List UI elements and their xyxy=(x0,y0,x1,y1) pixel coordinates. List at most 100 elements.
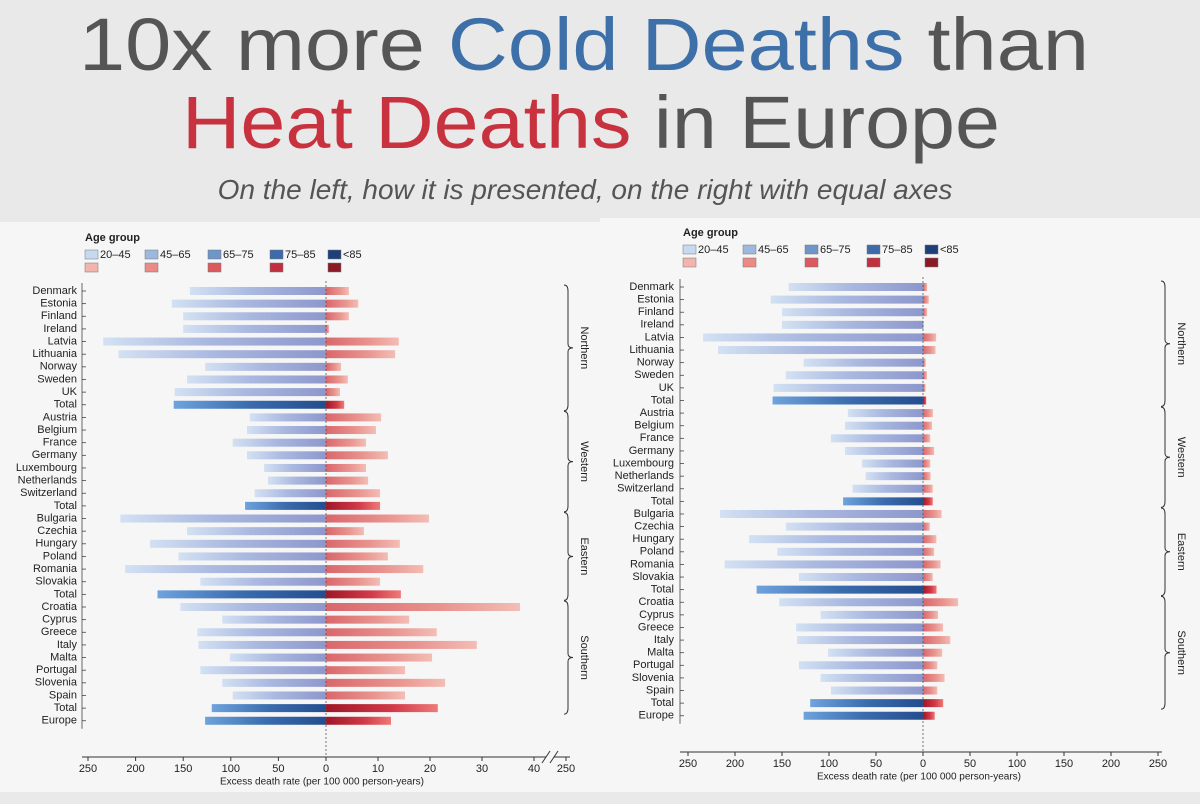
group-bracket xyxy=(563,512,574,601)
cold-bar xyxy=(174,388,326,397)
x-tick-label: 30 xyxy=(476,763,488,775)
legend-swatch-cold xyxy=(866,244,881,255)
cold-bar xyxy=(198,640,326,649)
cold-bar xyxy=(820,673,923,682)
title-line-2: Heat Deaths in Europe xyxy=(182,81,1000,164)
heat-bar xyxy=(923,648,943,657)
cold-bar xyxy=(796,623,923,632)
cold-bar xyxy=(810,699,923,708)
legend-swatch-cold xyxy=(742,244,757,255)
heat-bar xyxy=(923,358,926,367)
heat-bar xyxy=(326,362,342,371)
x-tick-label: 150 xyxy=(773,758,791,770)
cold-bar xyxy=(187,375,326,384)
heat-bar xyxy=(923,673,945,682)
cold-bar xyxy=(861,459,923,468)
category-label: Switzerland xyxy=(20,487,77,499)
x-tick-label: 50 xyxy=(870,758,882,770)
x-axis-label: Excess death rate (per 100 000 person-ye… xyxy=(817,772,1021,783)
category-label: Cyprus xyxy=(42,614,77,626)
heat-bar xyxy=(326,691,406,700)
heat-bar xyxy=(326,312,349,321)
category-label: Cyprus xyxy=(639,609,674,621)
group-bracket xyxy=(563,284,574,412)
cold-bar xyxy=(803,358,923,367)
legend-label: 20–45 xyxy=(698,244,729,256)
category-label: Romania xyxy=(33,563,78,575)
heat-bar xyxy=(923,484,933,493)
category-label: Romania xyxy=(630,558,675,570)
heat-bar xyxy=(326,337,399,346)
legend-swatch-heat xyxy=(269,262,284,273)
x-axis-label: Excess death rate (per 100 000 person-ye… xyxy=(220,777,424,788)
cold-bar xyxy=(120,514,326,523)
cold-bar xyxy=(267,476,326,485)
cold-bar xyxy=(200,666,326,675)
category-label: Portugal xyxy=(633,659,674,671)
heat-bar xyxy=(923,585,937,594)
group-label: Eastern xyxy=(578,537,590,575)
group-label: Northern xyxy=(578,326,590,369)
heat-bar xyxy=(923,383,926,392)
cold-bar xyxy=(782,320,923,329)
heat-bar xyxy=(923,283,928,291)
heat-bar xyxy=(326,653,433,662)
cold-bar xyxy=(777,547,923,556)
category-label: Netherlands xyxy=(18,475,78,487)
legend-swatch-heat xyxy=(144,262,159,273)
heat-bar xyxy=(923,409,933,418)
cold-bar xyxy=(205,716,326,725)
heat-bar xyxy=(923,547,935,556)
group-bracket xyxy=(563,410,574,513)
group-label: Western xyxy=(578,441,590,482)
cold-bar xyxy=(703,333,923,342)
heat-bar xyxy=(923,699,944,708)
cold-bar xyxy=(245,501,326,510)
category-label: Germany xyxy=(629,445,675,457)
x-tick-label: 0 xyxy=(920,758,926,770)
heat-bar xyxy=(326,400,345,409)
cold-bar xyxy=(246,451,326,460)
heat-bar xyxy=(923,610,939,619)
x-tick-label: 250 xyxy=(557,763,575,775)
cold-bar xyxy=(847,409,923,418)
category-label: Croatia xyxy=(639,596,675,608)
heat-bar xyxy=(326,552,388,561)
category-label: Malta xyxy=(50,651,78,663)
heat-bar xyxy=(326,476,369,485)
group-bracket xyxy=(1160,507,1171,597)
heat-bar xyxy=(923,333,937,342)
cold-bar xyxy=(222,678,326,687)
heat-bar xyxy=(326,565,424,574)
category-label: Czechia xyxy=(634,520,675,532)
legend-swatch-heat xyxy=(682,257,697,268)
cold-bar xyxy=(222,615,326,624)
category-label: Finland xyxy=(41,310,77,322)
cold-bar xyxy=(843,497,923,506)
category-label: Slovakia xyxy=(632,571,674,583)
cold-bar xyxy=(782,308,923,317)
category-label: Croatia xyxy=(42,601,78,613)
category-label: Luxembourg xyxy=(613,457,674,469)
title-part: 10x more xyxy=(79,3,448,86)
category-label: Italy xyxy=(57,639,78,651)
cold-bar xyxy=(724,560,923,569)
heat-bar xyxy=(923,346,936,355)
legend-swatch-cold xyxy=(84,249,99,260)
cold-bar xyxy=(772,396,923,405)
heat-bar xyxy=(326,287,349,295)
cold-bar xyxy=(749,535,923,544)
category-label: Spain xyxy=(646,684,674,696)
legend-label: 75–85 xyxy=(285,249,316,261)
cold-bar xyxy=(770,295,923,304)
cold-bar xyxy=(232,691,326,700)
category-label: France xyxy=(640,432,674,444)
group-label: Western xyxy=(1175,437,1187,478)
heat-bar xyxy=(326,413,382,422)
cold-bar xyxy=(785,522,923,531)
category-label: Slovenia xyxy=(35,677,78,689)
heat-bar xyxy=(923,623,944,632)
heat-bar xyxy=(326,603,520,611)
heat-bar xyxy=(326,615,410,624)
heat-bar xyxy=(923,371,927,380)
